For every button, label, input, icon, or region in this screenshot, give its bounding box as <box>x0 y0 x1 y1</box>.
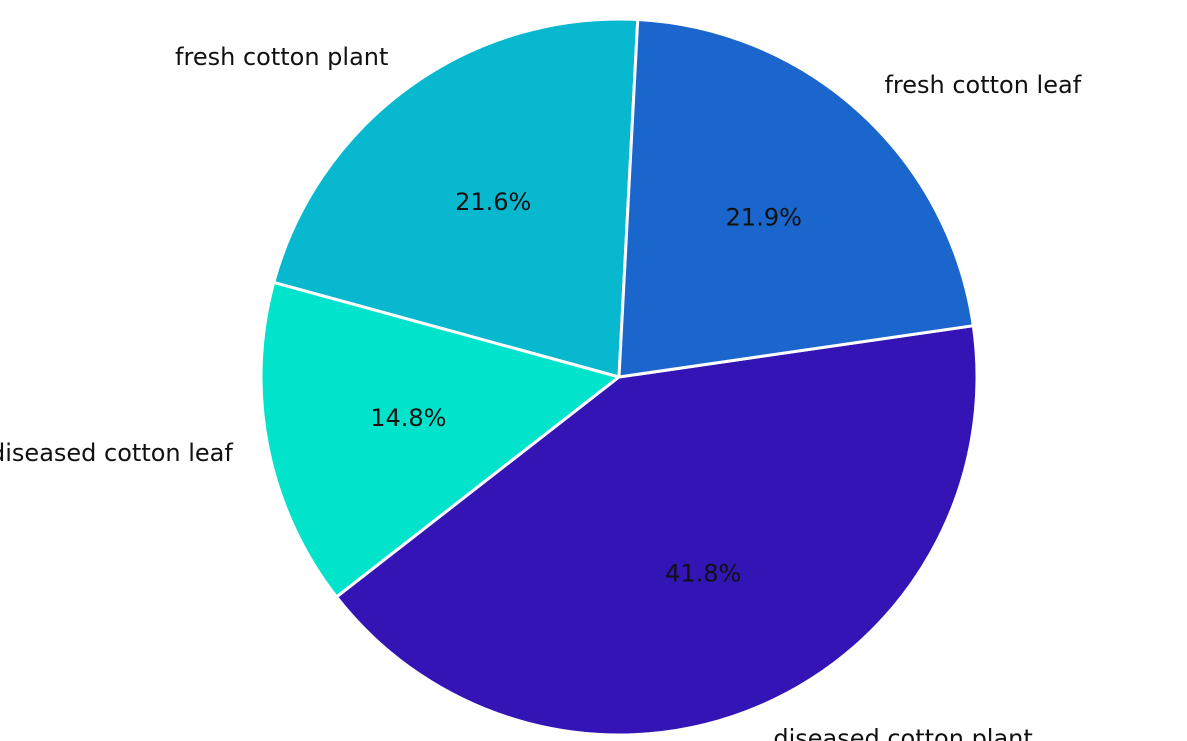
slice-label-fresh-cotton-leaf: fresh cotton leaf <box>884 71 1081 99</box>
pie-slice-diseased-cotton-plant <box>335 324 979 737</box>
pct-label-diseased-cotton-leaf: 14.8% <box>370 404 446 432</box>
slice-label-diseased-cotton-leaf: diseased cotton leaf <box>0 439 233 467</box>
pie-slice-fresh-cotton-plant <box>272 17 640 379</box>
slice-label-diseased-cotton-plant: diseased cotton plant <box>773 724 1032 741</box>
pct-label-fresh-cotton-leaf: 21.9% <box>726 203 802 231</box>
slice-label-fresh-cotton-plant: fresh cotton plant <box>175 43 388 71</box>
pct-label-diseased-cotton-plant: 41.8% <box>665 560 741 588</box>
pie-slice-fresh-cotton-leaf <box>617 17 975 379</box>
pie-slice-diseased-cotton-leaf <box>259 280 621 599</box>
pct-label-fresh-cotton-plant: 21.6% <box>455 188 531 216</box>
